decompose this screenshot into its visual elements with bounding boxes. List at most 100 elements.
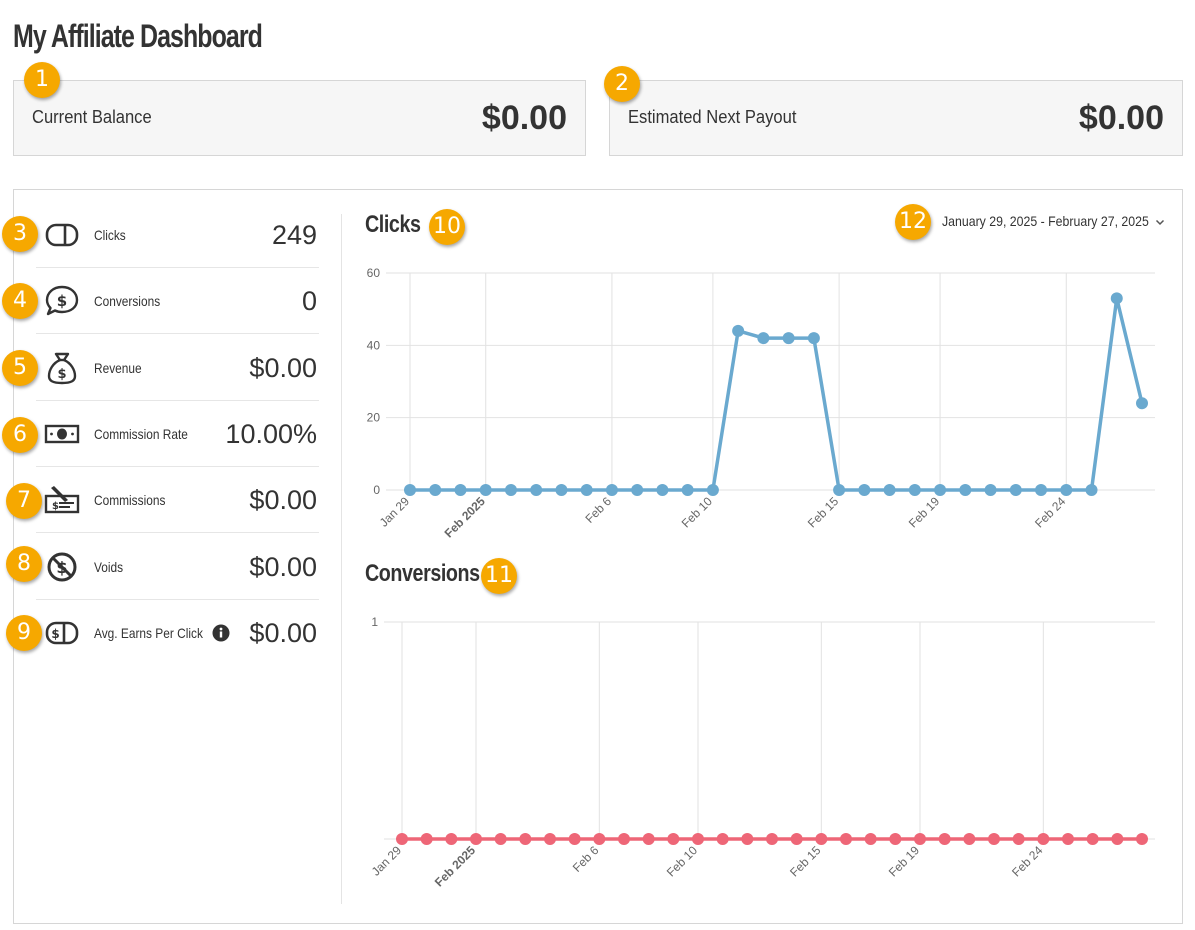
clicks-point bbox=[757, 332, 770, 345]
panel-divider bbox=[341, 214, 342, 904]
row-divider bbox=[36, 466, 319, 467]
callout-badge-11: 11 bbox=[481, 558, 517, 594]
stat-label-clicks: Clicks bbox=[94, 227, 126, 243]
svg-text:$: $ bbox=[52, 501, 59, 512]
conversions-chart-title: Conversions bbox=[365, 560, 480, 587]
stat-value-revenue: $0.00 bbox=[249, 353, 317, 383]
stat-label-conversions: Conversions bbox=[94, 293, 161, 309]
clicks-line bbox=[410, 296, 1144, 492]
clicks-point bbox=[404, 484, 416, 496]
callout-badge-5: 5 bbox=[2, 350, 38, 386]
stat-label-commission-rate: Commission Rate bbox=[94, 426, 188, 442]
clicks-point bbox=[429, 484, 442, 496]
callout-badge-9: 9 bbox=[6, 615, 42, 651]
y-tick-label: 20 bbox=[367, 411, 381, 425]
stat-row-revenue: $ Revenue $0.00 bbox=[36, 335, 319, 401]
clicks-point bbox=[555, 484, 568, 496]
stat-row-commission-rate: Commission Rate 10.00% bbox=[36, 401, 319, 467]
stat-label-avg-earns: Avg. Earns Per Click bbox=[94, 625, 203, 641]
money-bag-icon: $ bbox=[47, 352, 77, 385]
y-tick-label: 60 bbox=[367, 266, 381, 280]
x-tick-label: Feb 24 bbox=[1032, 494, 1069, 531]
callout-badge-1: 1 bbox=[24, 62, 60, 98]
stat-label-commissions: Commissions bbox=[94, 492, 166, 508]
clicks-point bbox=[454, 484, 467, 496]
x-tick-label: Feb 2025 bbox=[442, 494, 488, 540]
stat-label-voids: Voids bbox=[94, 559, 124, 575]
clicks-point bbox=[984, 484, 997, 496]
callout-badge-3: 3 bbox=[2, 216, 38, 252]
clicks-point bbox=[1136, 397, 1148, 410]
clicks-point bbox=[479, 484, 492, 496]
current-balance-card: Current Balance $0.00 bbox=[13, 80, 586, 156]
estimated-payout-card: Estimated Next Payout $0.00 bbox=[609, 80, 1183, 156]
stat-row-clicks: Clicks 249 bbox=[36, 202, 319, 268]
row-divider bbox=[36, 333, 319, 334]
estimated-payout-value: $0.00 bbox=[1078, 99, 1164, 137]
stat-row-voids: $ Voids $0.00 bbox=[36, 534, 319, 600]
clicks-point bbox=[1060, 484, 1073, 496]
mouse-icon bbox=[45, 223, 79, 247]
chevron-down-icon[interactable] bbox=[1154, 216, 1166, 228]
estimated-payout-label: Estimated Next Payout bbox=[628, 107, 797, 127]
info-icon[interactable] bbox=[212, 624, 230, 642]
callout-badge-8: 8 bbox=[6, 546, 42, 582]
svg-text:$: $ bbox=[57, 292, 67, 310]
clicks-point bbox=[530, 484, 543, 496]
clicks-chart-title: Clicks bbox=[365, 211, 421, 238]
stat-value-avg-earns: $0.00 bbox=[249, 618, 317, 648]
clicks-point bbox=[833, 484, 846, 496]
stat-label-revenue: Revenue bbox=[94, 360, 142, 376]
clicks-point bbox=[908, 484, 921, 496]
stat-row-commissions: $ Commissions $0.00 bbox=[36, 467, 319, 533]
dollar-mouse-icon: $ bbox=[45, 621, 79, 645]
stat-row-avg-earns: $ Avg. Earns Per Click $0.00 bbox=[36, 600, 319, 666]
stat-value-commissions: $0.00 bbox=[249, 485, 317, 515]
clicks-point bbox=[1110, 292, 1123, 305]
clicks-point bbox=[580, 484, 593, 496]
callout-badge-10: 10 bbox=[429, 209, 465, 245]
clicks-point bbox=[706, 484, 719, 496]
stat-value-voids: $0.00 bbox=[249, 552, 317, 582]
row-divider bbox=[36, 532, 319, 533]
current-balance-label: Current Balance bbox=[32, 107, 152, 127]
x-tick-label: Jan 29 bbox=[377, 494, 413, 530]
clicks-point bbox=[732, 324, 745, 337]
row-divider bbox=[36, 599, 319, 600]
check-pen-icon: $ bbox=[44, 486, 80, 514]
clicks-point bbox=[656, 484, 669, 496]
callout-badge-4: 4 bbox=[2, 283, 38, 319]
stat-value-commission-rate: 10.00% bbox=[225, 419, 317, 449]
clicks-point bbox=[631, 484, 644, 496]
date-range-picker[interactable]: January 29, 2025 - February 27, 2025 bbox=[942, 213, 1149, 229]
clicks-point bbox=[1035, 484, 1048, 496]
clicks-point bbox=[858, 484, 871, 496]
x-tick-label: Feb 6 bbox=[582, 494, 614, 526]
row-divider bbox=[36, 400, 319, 401]
clicks-point bbox=[883, 484, 896, 496]
no-dollar-icon: $ bbox=[47, 552, 77, 582]
current-balance-value: $0.00 bbox=[481, 99, 567, 137]
stat-value-clicks: 249 bbox=[271, 220, 317, 250]
row-divider bbox=[36, 267, 319, 268]
clicks-point bbox=[681, 484, 694, 496]
y-tick-label: 0 bbox=[373, 483, 380, 497]
stat-row-conversions: $ Conversions 0 bbox=[36, 268, 319, 334]
clicks-point bbox=[504, 484, 517, 496]
clicks-point bbox=[934, 484, 947, 496]
page-title: My Affiliate Dashboard bbox=[13, 18, 263, 54]
x-tick-label: Feb 10 bbox=[679, 494, 716, 531]
stats-panel bbox=[13, 189, 1183, 924]
clicks-point bbox=[807, 332, 820, 345]
callout-badge-12: 12 bbox=[895, 204, 931, 240]
svg-text:$: $ bbox=[57, 367, 66, 382]
y-tick-label: 40 bbox=[367, 338, 381, 352]
clicks-point bbox=[605, 484, 618, 496]
callout-badge-2: 2 bbox=[604, 66, 640, 102]
clicks-point bbox=[959, 484, 972, 496]
x-tick-label: Feb 19 bbox=[906, 494, 943, 531]
callout-badge-6: 6 bbox=[2, 417, 38, 453]
banknote-icon bbox=[44, 424, 80, 444]
callout-badge-7: 7 bbox=[6, 483, 42, 519]
